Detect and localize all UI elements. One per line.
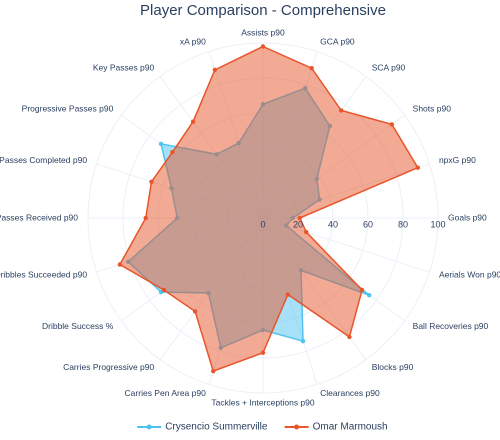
category-label: Ball Recoveries p90: [413, 321, 489, 331]
category-label: Carries Progressive p90: [63, 362, 154, 372]
radar-point: [300, 338, 306, 344]
category-label: Clearances p90: [320, 388, 380, 398]
category-label: Progressive Passes p90: [22, 104, 114, 114]
radar-point: [192, 309, 198, 314]
radar-point: [309, 66, 314, 71]
radar-point: [170, 149, 175, 155]
r-tick-label: 20: [293, 219, 303, 229]
legend-item[interactable]: Crysencio Summerville: [137, 422, 268, 433]
radar-point: [366, 292, 372, 298]
radar-point: [158, 141, 164, 147]
category-label: Dribble Success %: [42, 321, 114, 331]
radar-point: [389, 122, 395, 127]
legend-label: Crysencio Summerville: [165, 422, 268, 433]
radar-point: [149, 179, 154, 184]
category-label: Aerials Won p90: [439, 269, 500, 279]
category-label: xA p90: [180, 36, 206, 46]
radar-point: [143, 215, 148, 221]
category-label: Assists p90: [241, 27, 285, 37]
r-tick-label: 100: [430, 219, 445, 229]
category-label: Blocks p90: [372, 362, 414, 372]
r-tick-label: 40: [328, 219, 338, 229]
radar-point: [415, 165, 420, 170]
radar-point: [338, 108, 344, 113]
r-tick-label: 60: [363, 219, 373, 229]
category-label: Shots p90: [413, 104, 452, 114]
legend-marker: [294, 424, 300, 430]
series: [117, 44, 420, 374]
category-label: GCA p90: [320, 36, 355, 46]
radar-point: [260, 44, 266, 49]
legend-label: Omar Marmoush: [313, 422, 388, 433]
radar-point: [347, 334, 352, 340]
radar-point: [304, 229, 309, 235]
legend-item[interactable]: Omar Marmoush: [284, 422, 388, 433]
category-label: Key Passes p90: [93, 63, 155, 73]
category-label: Goals p90: [448, 212, 487, 222]
radar-point: [190, 119, 196, 124]
category-label: SCA p90: [372, 63, 406, 73]
radar-point: [161, 287, 167, 293]
radar-point: [211, 368, 216, 374]
category-label: npxG p90: [439, 155, 476, 165]
category-label: Dribbles Succeeded p90: [0, 269, 87, 279]
category-label: Passes Received p90: [0, 212, 78, 222]
radar-point: [117, 262, 123, 267]
r-tick-label: 0: [260, 219, 265, 229]
chart-title: Player Comparison - Comprehensive: [140, 2, 386, 19]
radar-point: [359, 287, 365, 293]
legend-marker: [146, 424, 152, 430]
radar-point: [297, 215, 302, 221]
category-label: Passes Completed p90: [0, 155, 87, 165]
r-tick-label: 80: [398, 219, 408, 229]
radar-point: [260, 350, 266, 355]
category-label: Carries Pen Area p90: [125, 388, 207, 398]
radar-point: [212, 67, 218, 73]
category-label: Tackles + Interceptions p90: [211, 397, 315, 407]
radar-point: [285, 292, 291, 297]
radar-area: [118, 45, 419, 373]
